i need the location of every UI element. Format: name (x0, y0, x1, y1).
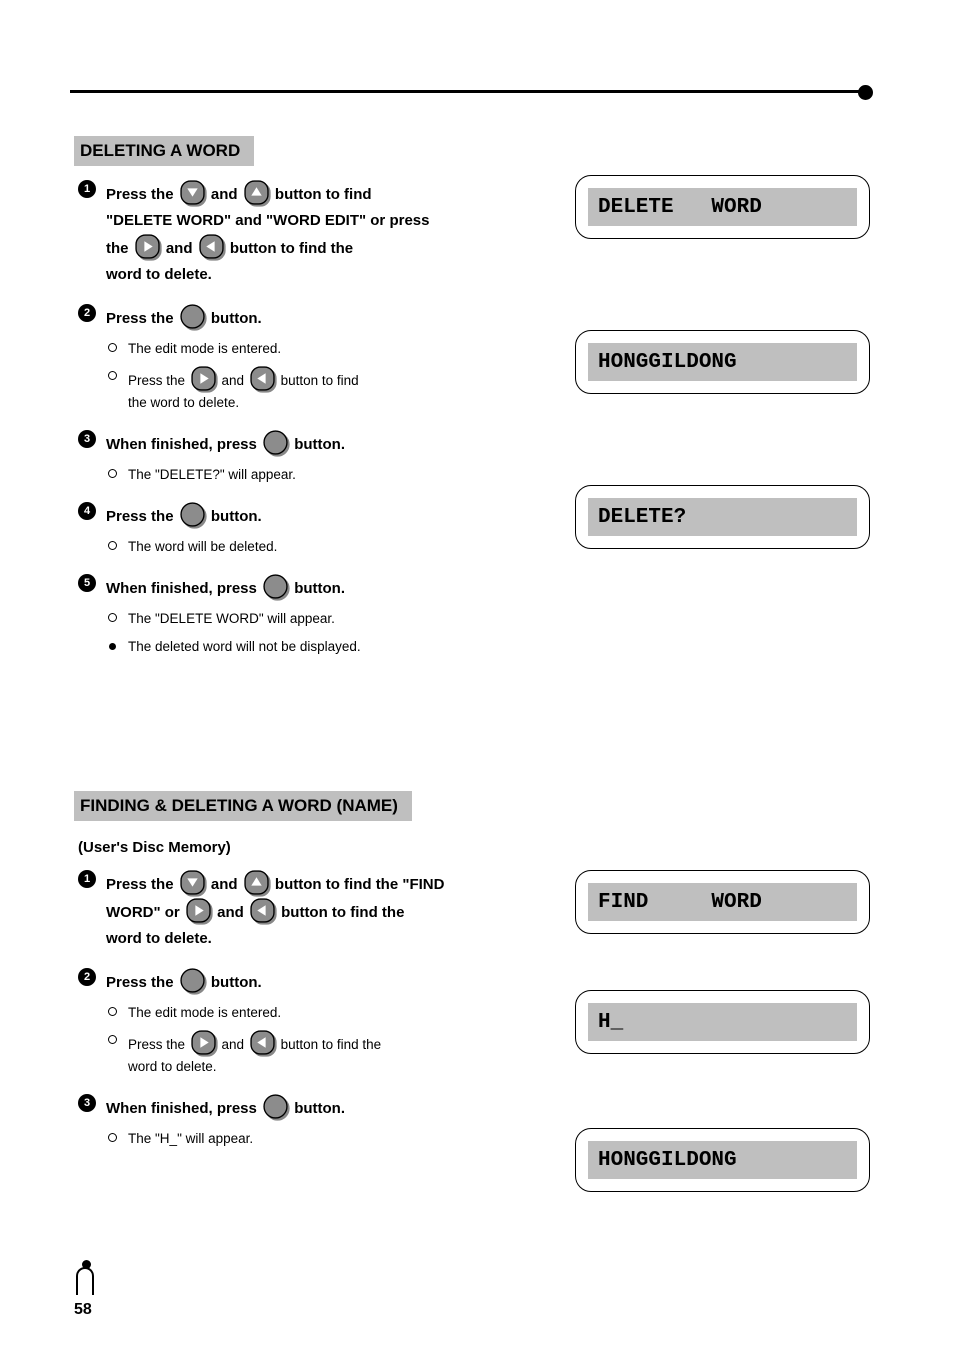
lcd-screen: HONGGILDONG (588, 343, 857, 381)
step-instruction: Press the and button to find"DELETE WORD… (106, 180, 526, 288)
bullet-hollow-icon (108, 1035, 117, 1044)
step-sub-note: The edit mode is entered. (106, 1002, 526, 1024)
step-sub-note: Press the and button to find theword to … (106, 1030, 526, 1078)
lcd-screen: DELETE? (588, 498, 857, 536)
bullet-hollow-icon (108, 371, 117, 380)
step-instruction: Press the button. (106, 502, 526, 530)
lcd-text: HONGGILDONG (598, 1149, 737, 1172)
lcd-text: DELETE WORD (598, 196, 762, 219)
ok-button-icon (263, 574, 288, 599)
down-arrow-icon (180, 180, 205, 205)
bullet-solid-icon (109, 643, 116, 650)
ok-button-icon (180, 304, 205, 329)
ok-button-icon (263, 430, 288, 455)
left-arrow-icon (250, 1030, 275, 1055)
step-instruction: When finished, press button. (106, 574, 526, 602)
lcd-screen: H_ (588, 1003, 857, 1041)
step-instruction: Press the and button to find the "FINDWO… (106, 870, 526, 952)
step-number-badge: 5 (78, 574, 96, 592)
step-instruction: Press the button. (106, 304, 526, 332)
ok-button-icon (263, 1094, 288, 1119)
bullet-hollow-icon (108, 1133, 117, 1142)
ok-button-icon (180, 968, 205, 993)
step-number-badge: 1 (78, 180, 96, 198)
section-title: DELETING A WORD (74, 136, 254, 166)
step-number-badge: 2 (78, 304, 96, 322)
bullet-hollow-icon (108, 613, 117, 622)
step: 5 When finished, press button. The "DELETE… (78, 574, 894, 658)
page-number: 58 (74, 1301, 92, 1319)
lcd-display: HONGGILDONG (575, 330, 870, 394)
step-sub-note: Press the and button to findthe word to … (106, 366, 526, 414)
lcd-display: DELETE WORD (575, 175, 870, 239)
lcd-text: DELETE? (598, 506, 686, 529)
section-finding-deleting-word: FINDING & DELETING A WORD (NAME) (User's… (74, 785, 894, 1166)
steps-list: 1 Press the and button to find"DELETE WOR… (78, 180, 894, 658)
step-number-badge: 1 (78, 870, 96, 888)
step: 3 When finished, press button. The "DELETE… (78, 430, 894, 486)
lcd-text: HONGGILDONG (598, 351, 737, 374)
step-instruction: When finished, press button. (106, 430, 526, 458)
header-dot (858, 85, 873, 100)
step-number-badge: 2 (78, 968, 96, 986)
up-arrow-icon (244, 180, 269, 205)
step-sub-note: The "H_" will appear. (106, 1128, 526, 1150)
step-sub-note: The deleted word will not be displayed. (106, 636, 526, 658)
section-title: FINDING & DELETING A WORD (NAME) (74, 791, 412, 821)
right-arrow-icon (135, 234, 160, 259)
lcd-display: H_ (575, 990, 870, 1054)
step-sub-note: The "DELETE?" will appear. (106, 464, 526, 486)
page-number-ornament: 58 (76, 1267, 94, 1295)
step-instruction: Press the button. (106, 968, 526, 996)
step-instruction: When finished, press button. (106, 1094, 526, 1122)
lcd-screen: DELETE WORD (588, 188, 857, 226)
lcd-text: FIND WORD (598, 891, 762, 914)
section-subtitle: (User's Disc Memory) (78, 839, 894, 856)
lcd-display: FIND WORD (575, 870, 870, 934)
down-arrow-icon (180, 870, 205, 895)
step-number-badge: 3 (78, 1094, 96, 1112)
lcd-screen: HONGGILDONG (588, 1141, 857, 1179)
bullet-hollow-icon (108, 541, 117, 550)
left-arrow-icon (250, 366, 275, 391)
lcd-text: H_ (598, 1011, 623, 1034)
up-arrow-icon (244, 870, 269, 895)
ornament-dot-icon (82, 1260, 91, 1269)
left-arrow-icon (199, 234, 224, 259)
right-arrow-icon (191, 1030, 216, 1055)
bullet-hollow-icon (108, 469, 117, 478)
step-number-badge: 4 (78, 502, 96, 520)
step-sub-note: The edit mode is entered. (106, 338, 526, 360)
step-number-badge: 3 (78, 430, 96, 448)
left-arrow-icon (250, 898, 275, 923)
right-arrow-icon (191, 366, 216, 391)
header-rule (70, 90, 870, 93)
bullet-hollow-icon (108, 1007, 117, 1016)
bullet-hollow-icon (108, 343, 117, 352)
step-sub-note: The word will be deleted. (106, 536, 526, 558)
lcd-display: DELETE? (575, 485, 870, 549)
step-sub-note: The "DELETE WORD" will appear. (106, 608, 526, 630)
ok-button-icon (180, 502, 205, 527)
right-arrow-icon (186, 898, 211, 923)
document-page: DELETING A WORD 1 Press the and button to… (0, 0, 954, 1351)
lcd-screen: FIND WORD (588, 883, 857, 921)
lcd-display: HONGGILDONG (575, 1128, 870, 1192)
